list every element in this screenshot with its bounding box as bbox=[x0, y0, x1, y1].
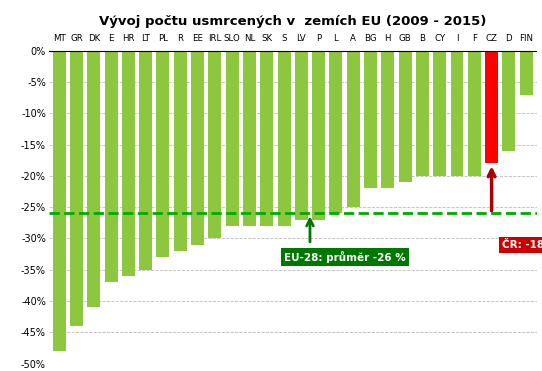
Bar bbox=[450, 51, 463, 176]
Bar bbox=[225, 51, 238, 226]
Bar bbox=[157, 51, 170, 257]
Bar bbox=[174, 51, 187, 251]
Bar bbox=[502, 51, 515, 151]
Bar bbox=[347, 51, 360, 207]
Bar bbox=[485, 51, 498, 163]
Bar bbox=[312, 51, 325, 220]
Bar bbox=[364, 51, 377, 188]
Bar bbox=[330, 51, 343, 213]
Bar bbox=[382, 51, 395, 188]
Bar bbox=[295, 51, 308, 220]
Bar bbox=[53, 51, 66, 351]
Title: Vývoj počtu usmrcených v  zemích EU (2009 - 2015): Vývoj počtu usmrcených v zemích EU (2009… bbox=[99, 15, 486, 28]
Bar bbox=[468, 51, 481, 176]
Bar bbox=[122, 51, 135, 276]
Bar bbox=[139, 51, 152, 270]
Bar bbox=[433, 51, 446, 176]
Bar bbox=[87, 51, 100, 307]
Bar bbox=[243, 51, 256, 226]
Bar bbox=[191, 51, 204, 245]
Bar bbox=[70, 51, 83, 326]
Bar bbox=[208, 51, 221, 239]
Bar bbox=[278, 51, 291, 226]
Bar bbox=[260, 51, 273, 226]
Text: ČR: -18 %: ČR: -18 % bbox=[502, 240, 542, 250]
Bar bbox=[105, 51, 118, 282]
Bar bbox=[520, 51, 533, 95]
Bar bbox=[398, 51, 411, 182]
Bar bbox=[416, 51, 429, 176]
Text: EU-28: průměr -26 %: EU-28: průměr -26 % bbox=[284, 251, 406, 263]
